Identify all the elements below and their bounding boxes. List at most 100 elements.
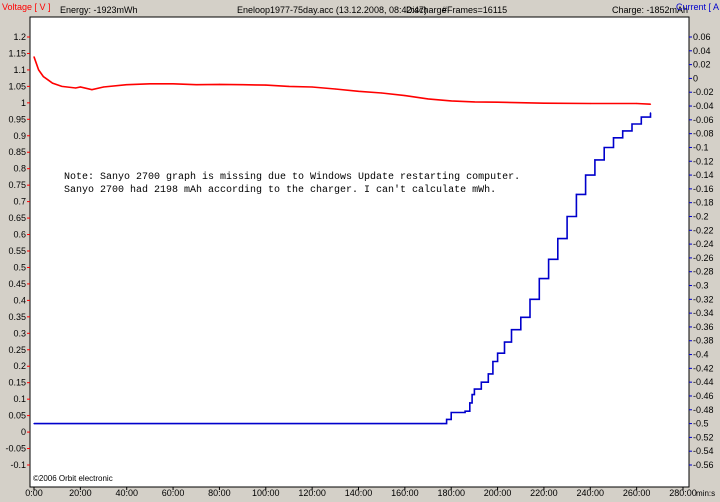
right-tick-label: -0.42 [693, 363, 714, 373]
voltage-point [589, 102, 591, 105]
file-info: Eneloop1977-75day.acc (13.12.2008, 08:42… [237, 5, 427, 15]
left-tick-label: 0.7 [13, 197, 26, 207]
current-point [33, 423, 35, 425]
right-tick-label: -0.02 [693, 87, 714, 97]
current-point [503, 341, 506, 343]
left-tick-label: 0.35 [8, 312, 26, 322]
voltage-point [404, 95, 406, 97]
right-tick-label: 0.04 [693, 46, 711, 56]
voltage-point [172, 83, 174, 85]
right-tick-label: -0.24 [693, 239, 714, 249]
charge-readout: Charge: -1852mAh [612, 5, 688, 15]
left-tick-label: 1.2 [13, 32, 26, 42]
x-tick-label: 20:00 [69, 488, 92, 497]
left-tick-label: 0.65 [8, 213, 26, 223]
voltage-point [91, 89, 93, 91]
x-tick-label: 260:00 [623, 488, 651, 497]
right-tick-label: -0.14 [693, 170, 714, 180]
x-tick-label: 100:00 [252, 488, 280, 497]
right-tick-label: -0.32 [693, 294, 714, 304]
plot-area [29, 16, 690, 488]
x-tick-label: 160:00 [391, 488, 419, 497]
current-point [575, 193, 578, 195]
x-tick-label: 80:00 [208, 488, 231, 497]
current-point [464, 410, 466, 412]
voltage-point [102, 86, 105, 88]
voltage-point [218, 83, 220, 85]
left-tick-label: -0.1 [10, 460, 26, 470]
left-tick-label: 0.25 [8, 345, 26, 355]
voltage-point [450, 100, 452, 102]
voltage-point [51, 82, 54, 84]
current-point [640, 116, 642, 118]
left-tick-label: 0.4 [13, 295, 26, 305]
voltage-point [35, 62, 37, 64]
mode-label: Discharge [406, 5, 447, 15]
copyright: ©2006 Orbit electronic [33, 474, 113, 483]
voltage-point [543, 102, 545, 104]
left-tick-label: 1 [21, 98, 26, 108]
current-point [450, 411, 452, 414]
current-point [480, 381, 482, 383]
right-tick-label: -0.3 [693, 281, 709, 291]
current-point [548, 258, 550, 260]
left-tick-label: 0.95 [8, 114, 26, 124]
current-point [446, 418, 448, 420]
voltage-series-line [33, 56, 651, 105]
right-tick-label: -0.06 [693, 115, 714, 125]
x-tick-label: 40:00 [115, 488, 138, 497]
x-tick-label: 0:00 [25, 488, 43, 497]
right-tick-label: 0 [693, 73, 698, 83]
right-tick-label: -0.46 [693, 391, 714, 401]
right-tick-label: -0.36 [693, 322, 714, 332]
voltage-point [357, 90, 360, 92]
left-tick-label: 0.15 [8, 378, 26, 388]
left-tick-label: 0.1 [13, 394, 26, 404]
right-tick-label: -0.18 [693, 198, 714, 208]
right-tick-label: -0.38 [693, 336, 714, 346]
right-tick-label: -0.04 [693, 101, 714, 111]
voltage-point [636, 102, 638, 105]
left-tick-label: 0 [21, 427, 26, 437]
voltage-point [497, 101, 499, 103]
right-tick-label: -0.5 [693, 419, 709, 429]
current-point [631, 123, 633, 125]
left-tick-label: 0.6 [13, 230, 26, 240]
right-tick-label: -0.44 [693, 377, 714, 387]
right-tick-label: -0.22 [693, 225, 714, 235]
voltage-point [149, 83, 151, 85]
voltage-point [75, 87, 77, 89]
voltage-point [311, 86, 313, 88]
right-tick-label: 0.06 [693, 32, 711, 42]
left-tick-label: 0.85 [8, 147, 26, 157]
right-tick-label: -0.16 [693, 184, 714, 194]
x-tick-label: 200:00 [484, 488, 512, 497]
current-point [441, 423, 443, 425]
current-point [594, 159, 596, 161]
voltage-point [473, 101, 475, 103]
voltage-point [381, 92, 383, 94]
right-tick-label: -0.1 [693, 142, 709, 152]
x-axis: 0:00 20:00 40:00 60:00 80:00 100:00 120:00 140:… [25, 487, 697, 498]
voltage-point [126, 84, 128, 86]
voltage-point [288, 85, 290, 87]
x-tick-label: 280:00 [669, 488, 697, 497]
series-layer [33, 56, 652, 425]
voltage-point [427, 98, 429, 100]
voltage-point [649, 103, 652, 105]
x-tick-label: 220:00 [530, 488, 558, 497]
current-point [469, 402, 471, 404]
current-point [566, 215, 568, 218]
current-point [622, 130, 624, 132]
current-point [585, 174, 587, 176]
energy-readout: Energy: -1923mWh [60, 5, 138, 15]
voltage-point [79, 86, 81, 88]
x-tick-label: 120:00 [298, 488, 326, 497]
current-point [603, 146, 605, 149]
voltage-point [334, 88, 336, 90]
left-tick-label: 1.15 [8, 48, 26, 58]
current-point [520, 316, 522, 318]
left-tick-label: 0.75 [8, 180, 26, 190]
